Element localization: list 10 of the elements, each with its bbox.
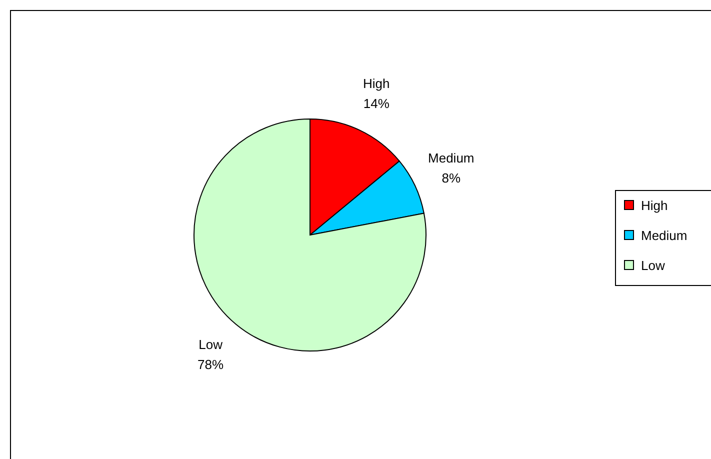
data-label: 78% <box>198 357 224 372</box>
legend-label: Medium <box>641 228 688 243</box>
data-label: 14% <box>363 96 390 111</box>
slice-label: Low <box>198 337 224 352</box>
slice-label: Medium <box>428 150 474 166</box>
legend-label: High <box>641 198 668 213</box>
data-label: 8% <box>442 170 461 186</box>
legend-label: Low <box>641 258 666 273</box>
slice-label: High <box>363 76 390 91</box>
pie-slice <box>194 118 426 352</box>
